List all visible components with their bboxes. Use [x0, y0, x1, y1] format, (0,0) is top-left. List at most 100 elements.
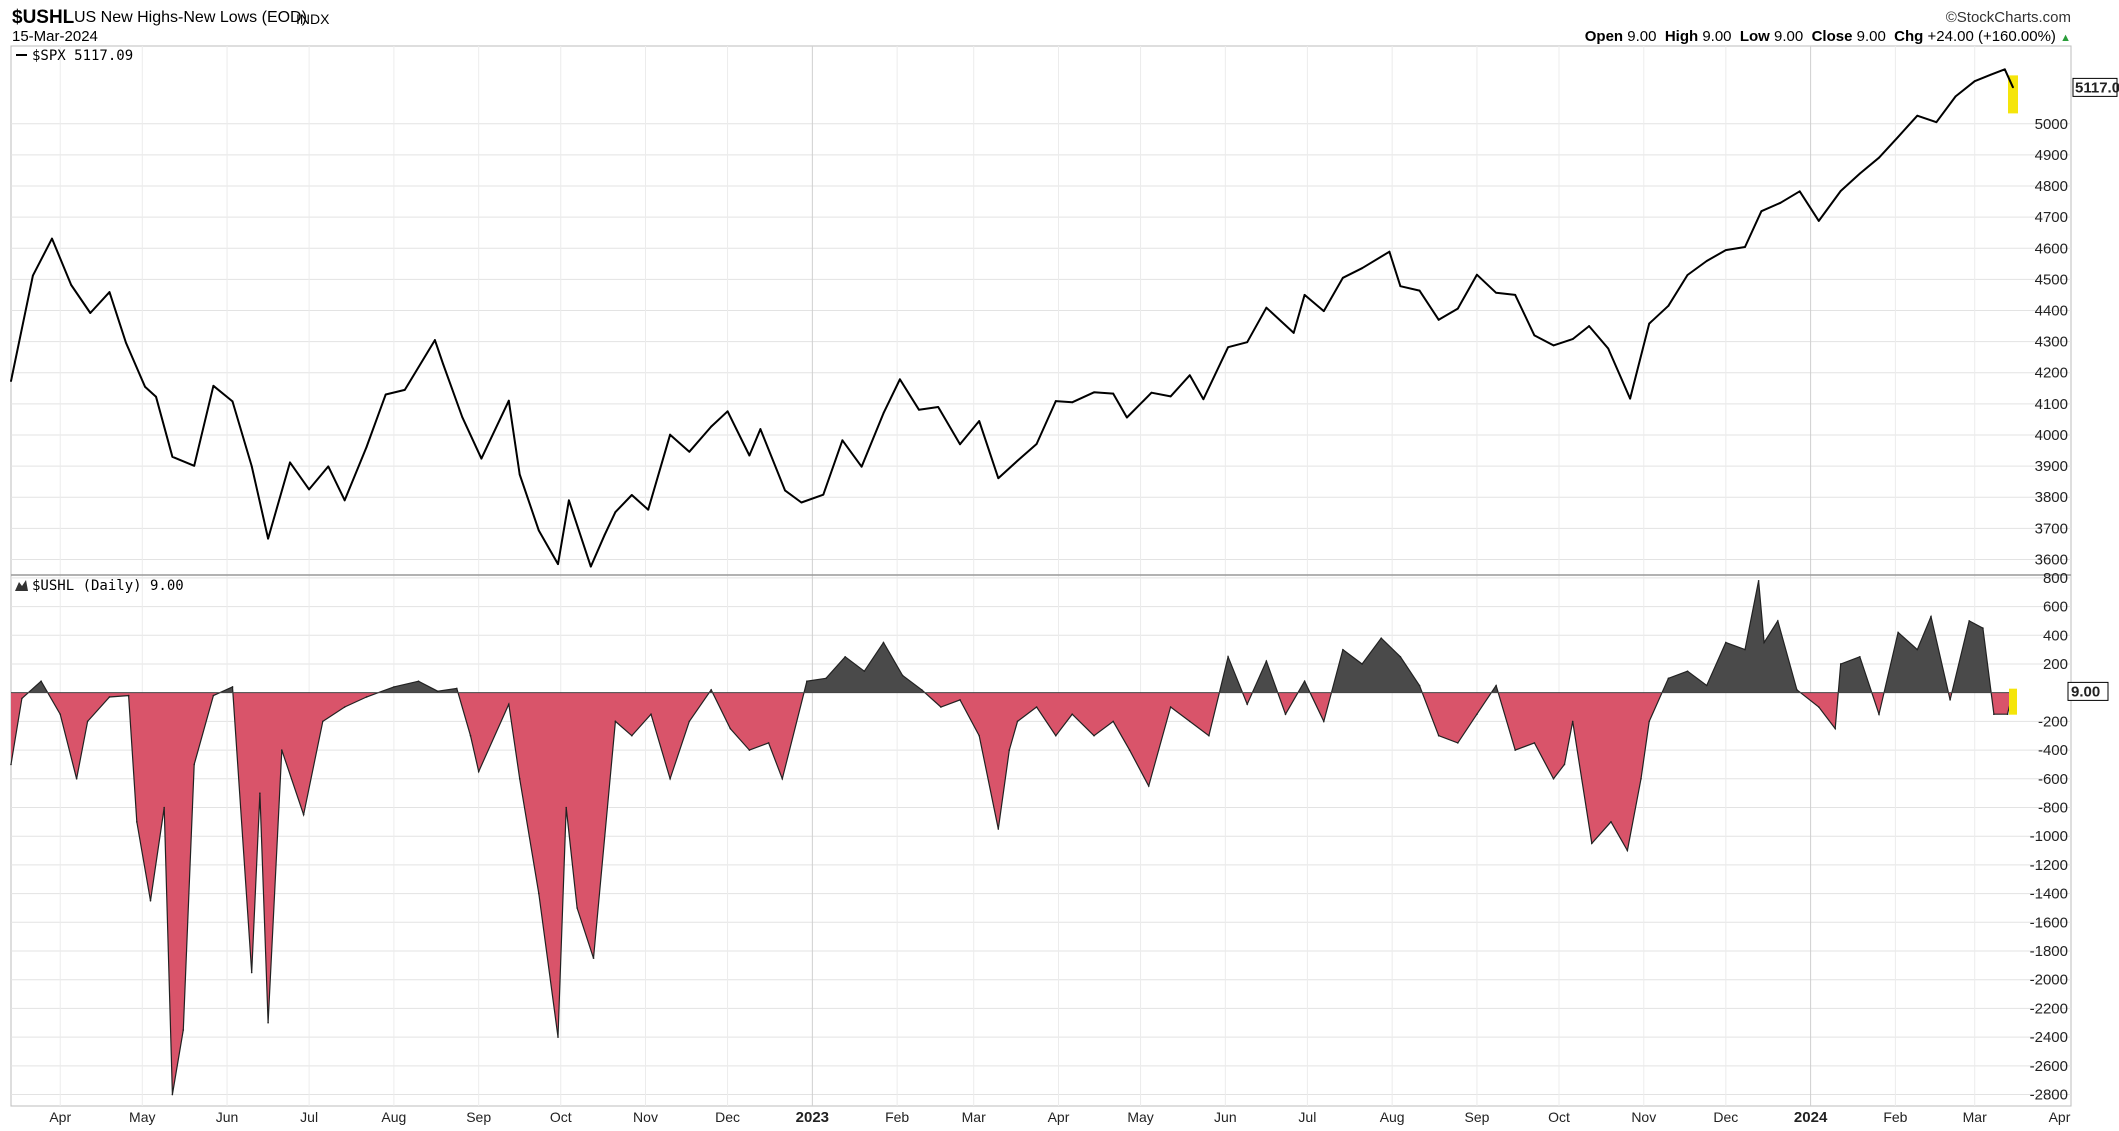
ushl-data-point [302, 813, 305, 816]
ushl-data-point [1128, 749, 1131, 751]
ushl-data-point [1265, 660, 1268, 662]
ushl-data-point [781, 777, 784, 780]
ushl-data-point [1818, 706, 1820, 708]
ushl-data-point [576, 907, 578, 909]
spx-data-point [898, 378, 901, 381]
spx-data-point [557, 563, 559, 566]
spx-data-point [1935, 121, 1938, 124]
x-tick-label: Mar [1963, 1109, 1987, 1125]
ushl-data-point [1796, 689, 1798, 691]
ushl-legend: $USHL (Daily) 9.00 [15, 578, 184, 594]
spx-data-point [108, 291, 111, 294]
spx-data-point [212, 384, 215, 387]
ushl-data-point [1744, 648, 1746, 651]
spx-data-point [1552, 344, 1555, 347]
spx-y-tick-label: 4400 [2035, 303, 2068, 320]
ushl-data-point [182, 1029, 185, 1031]
ushl-y-tick-label: 600 [2043, 599, 2068, 616]
spx-data-point [70, 284, 73, 286]
spx-data-point [289, 461, 291, 464]
ushl-data-point [1342, 648, 1344, 651]
ushl-data-point [1380, 637, 1383, 639]
ushl-data-point [343, 706, 346, 708]
spx-y-tick-label: 3700 [2035, 520, 2068, 537]
ushl-data-point [940, 706, 942, 708]
ushl-data-point [1776, 620, 1779, 622]
ushl-data-point [592, 957, 595, 959]
ushl-data-point [1897, 631, 1899, 634]
spx-data-point [1839, 190, 1842, 192]
ushl-data-point [1859, 656, 1861, 658]
x-tick-label: Dec [715, 1109, 740, 1125]
spx-y-tick-label: 4900 [2035, 147, 2068, 164]
ushl-data-point [456, 687, 458, 690]
ushl-data-point [882, 641, 885, 644]
ushl-data-point [710, 689, 712, 691]
x-tick-label: Mar [962, 1109, 986, 1125]
ushl-data-point [1533, 742, 1536, 744]
spx-y-tick-label: 4500 [2035, 271, 2068, 288]
spx-data-point [89, 312, 92, 314]
ushl-last-value-tag: 9.00 [2067, 681, 2109, 701]
ushl-data-point [163, 806, 165, 809]
ushl-data-point [1227, 656, 1229, 658]
ushl-data-point [748, 749, 751, 751]
spx-data-point [759, 428, 762, 430]
ushl-data-point [1834, 727, 1837, 730]
ushl-y-tick-label: -1600 [2030, 914, 2068, 931]
spx-data-point [442, 363, 445, 365]
spx-data-point [1071, 401, 1074, 404]
spx-data-point [1399, 285, 1402, 288]
brand-watermark[interactable]: ©StockCharts.com [1945, 9, 2071, 26]
ushl-data-point [1071, 713, 1073, 716]
ushl-data-point [149, 899, 152, 902]
spx-data-point [2003, 68, 2006, 71]
ushl-data-point [1495, 684, 1497, 687]
ushl-positive-area [11, 580, 2013, 693]
spx-legend-label: $SPX 5117.09 [32, 48, 133, 64]
spx-y-tick-label: 4000 [2035, 427, 2068, 444]
spx-y-tick-label: 5000 [2035, 116, 2068, 133]
spx-data-point [1418, 289, 1421, 292]
ushl-data-point [1993, 713, 1995, 716]
spx-y-tick-label: 3800 [2035, 489, 2068, 506]
spx-data-point [1054, 400, 1057, 402]
x-tick-label: Jul [1298, 1109, 1316, 1125]
x-tick-label: Jun [1214, 1109, 1237, 1125]
ushl-data-point [86, 720, 89, 723]
ushl-data-point [1437, 734, 1440, 737]
ushl-data-point [1457, 742, 1459, 744]
x-tick-label: May [1127, 1109, 1153, 1125]
spx-data-point [1973, 80, 1976, 83]
ushl-data-point [1112, 720, 1114, 723]
x-tick-label: Apr [1048, 1109, 1070, 1125]
ushl-data-point [127, 694, 130, 697]
spx-line [10, 68, 2014, 568]
ushl-data-point [2006, 713, 2009, 716]
spx-data-point [1817, 219, 1820, 222]
ushl-data-point [614, 720, 617, 723]
spx-y-tick-label: 3600 [2035, 551, 2068, 568]
spx-data-point [1227, 346, 1229, 349]
symbol-description: US New Highs-New Lows (EOD) [74, 9, 307, 26]
ushl-data-point [21, 697, 23, 700]
x-axis: Apr May Jun Jul Aug Sep Oct Nov Dec 2023 Feb Mar Apr… [49, 1109, 2070, 1126]
ushl-data-point [1610, 821, 1612, 823]
spx-data-point [1202, 398, 1205, 401]
ushl-y-tick-label: -2600 [2030, 1058, 2068, 1075]
ushl-data-point [669, 777, 671, 780]
spx-data-point [1361, 267, 1363, 270]
ushl-data-point [1563, 763, 1566, 766]
spx-data-point [978, 420, 981, 422]
ushl-data-point [1968, 620, 1971, 622]
ushl-data-point [1640, 777, 1642, 780]
spx-data-point [748, 454, 751, 457]
ushl-last-value-text: 9.00 [2071, 683, 2100, 700]
close-label: Close [1811, 28, 1853, 45]
spx-data-point [537, 529, 540, 532]
ushl-data-point [518, 777, 521, 780]
close-value: 9.00 [1856, 28, 1886, 45]
ushl-data-point [477, 770, 480, 773]
spx-data-point [1990, 73, 1993, 76]
